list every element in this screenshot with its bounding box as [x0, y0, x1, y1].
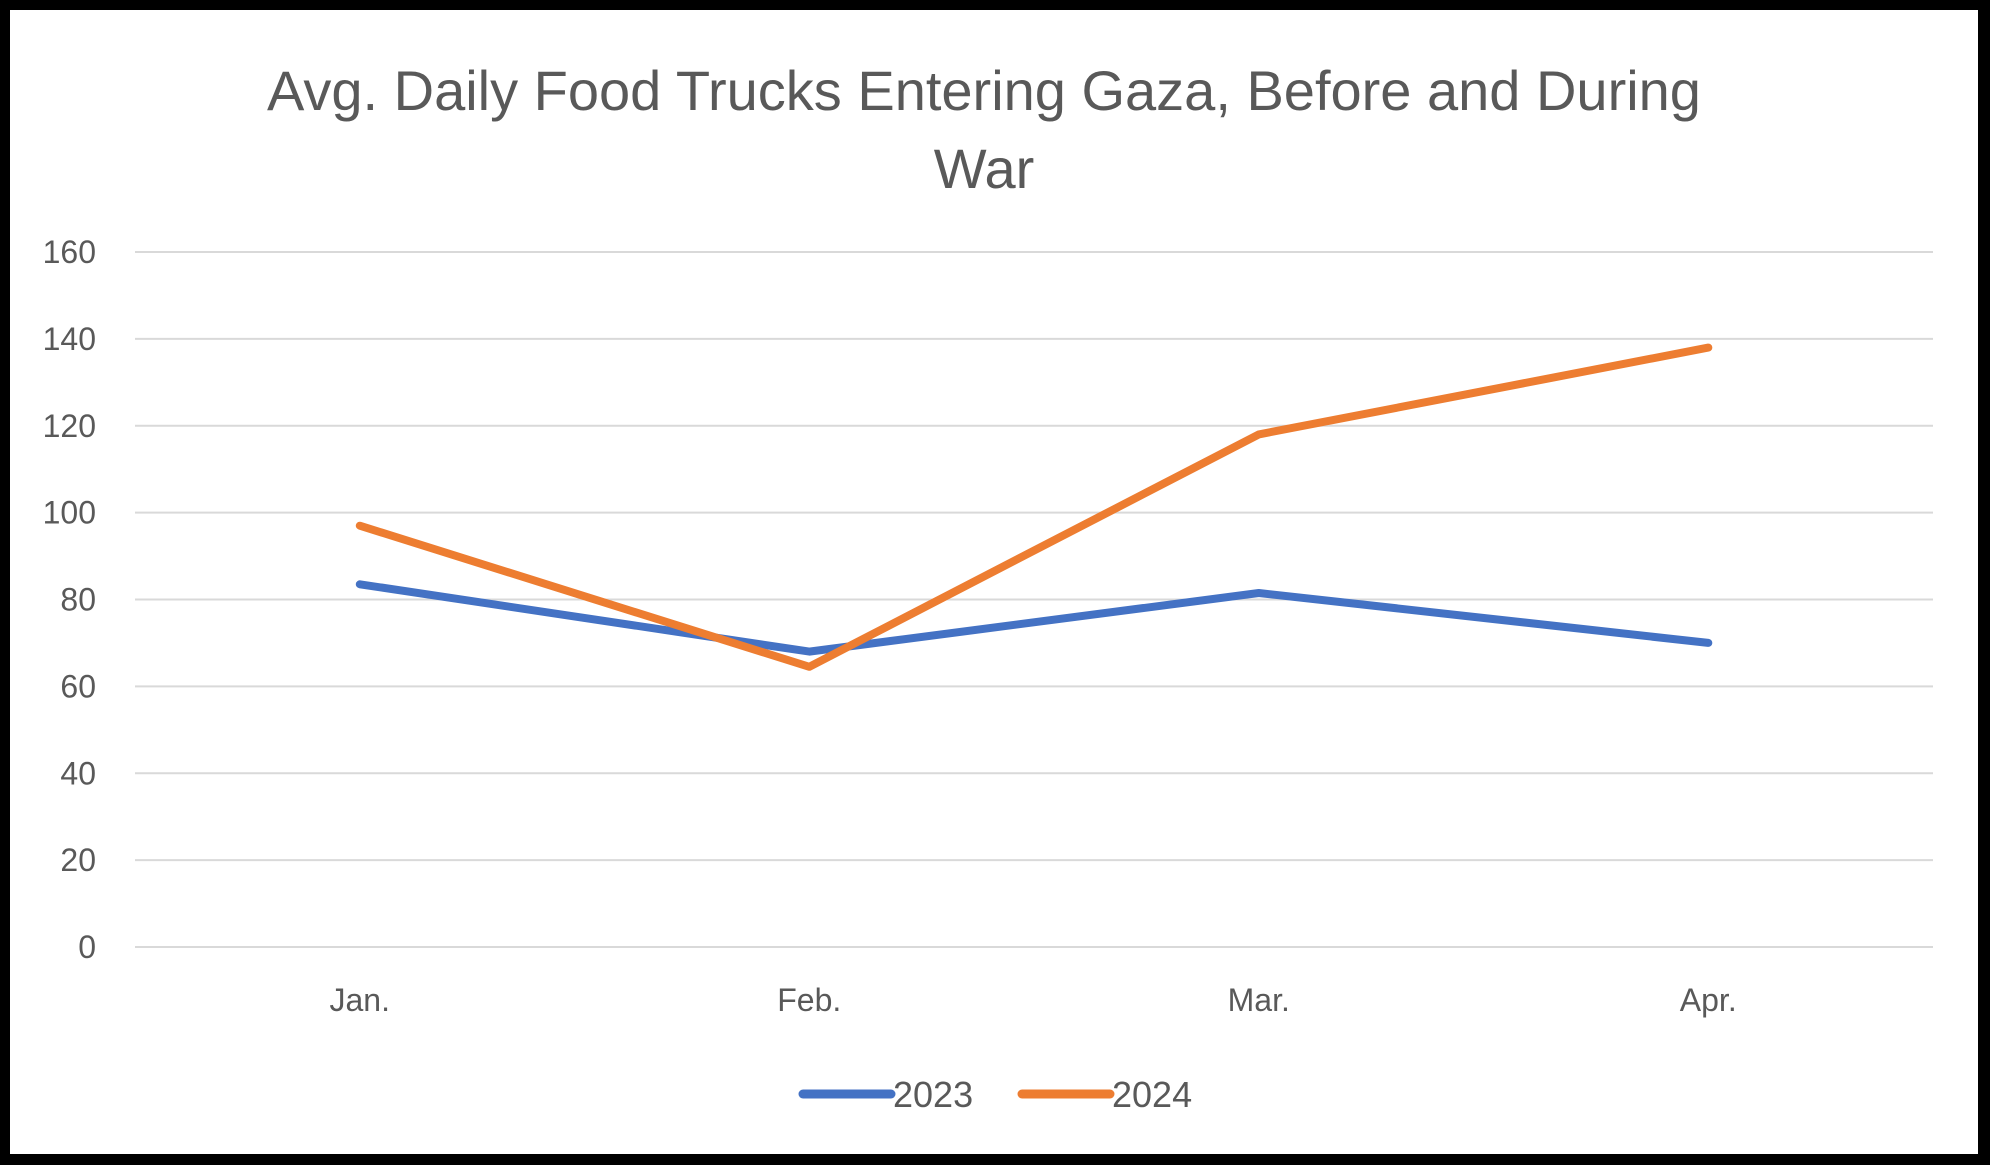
y-tick-label: 140	[43, 321, 96, 357]
series-lines	[360, 348, 1709, 667]
y-axis-ticks: 0 20 40 60 80 100 120 140 160	[43, 234, 96, 965]
y-tick-label: 100	[43, 495, 96, 531]
line-chart: 0 20 40 60 80 100 120 140 160 Jan. Feb. Mar. Apr. 2…	[10, 10, 1978, 1154]
y-tick-label: 20	[60, 842, 96, 878]
x-tick-label: Apr.	[1680, 982, 1737, 1018]
y-tick-label: 120	[43, 408, 96, 444]
x-tick-label: Feb.	[777, 982, 841, 1018]
y-tick-label: 60	[60, 668, 96, 704]
series-line-2023	[360, 584, 1709, 651]
y-tick-label: 160	[43, 234, 96, 270]
chart-area: Avg. Daily Food Trucks Entering Gaza, Be…	[10, 10, 1978, 1154]
y-tick-label: 80	[60, 582, 96, 618]
y-tick-label: 40	[60, 755, 96, 791]
legend-label-2024: 2024	[1112, 1074, 1192, 1115]
x-tick-label: Jan.	[330, 982, 390, 1018]
legend-label-2023: 2023	[893, 1074, 973, 1115]
x-tick-label: Mar.	[1228, 982, 1290, 1018]
x-axis-ticks: Jan. Feb. Mar. Apr.	[330, 982, 1737, 1018]
y-tick-label: 0	[78, 929, 96, 965]
chart-frame: Avg. Daily Food Trucks Entering Gaza, Be…	[0, 0, 1990, 1165]
legend: 2023 2024	[803, 1074, 1192, 1115]
